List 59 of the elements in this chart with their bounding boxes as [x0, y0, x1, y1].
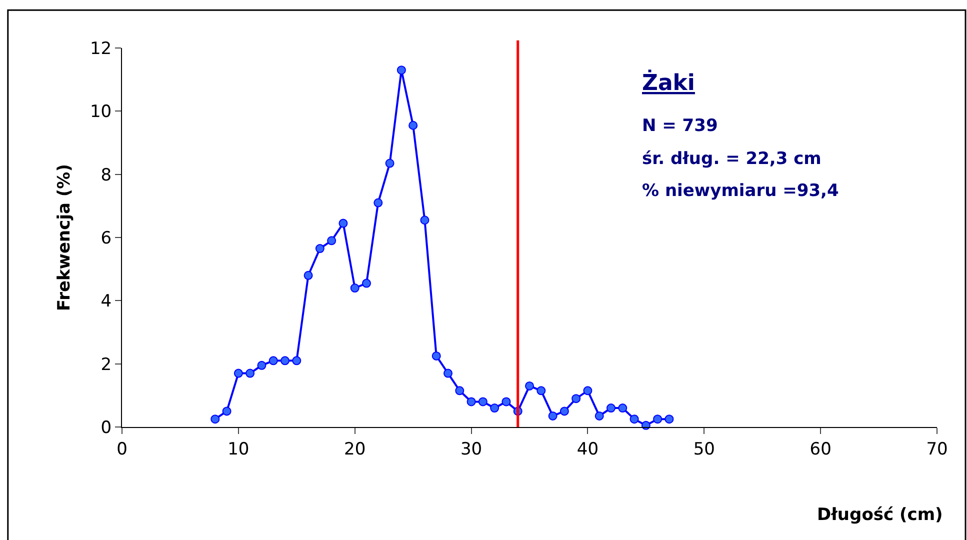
point: [478, 397, 488, 406]
x-tick-label: 0: [116, 439, 128, 460]
point: [572, 394, 581, 404]
point: [385, 158, 394, 168]
point: [664, 414, 674, 424]
point: [280, 356, 290, 366]
point: [630, 414, 639, 424]
x-tick-label: 60: [810, 439, 832, 460]
point: [420, 216, 430, 225]
y-tick-label: 2: [100, 354, 112, 375]
point: [362, 278, 371, 288]
point: [315, 244, 324, 254]
point: [292, 356, 302, 366]
point: [222, 406, 232, 416]
point: [466, 397, 476, 406]
x-tick-label: 20: [344, 439, 366, 460]
point: [618, 404, 628, 413]
point: [548, 411, 558, 420]
annotation: Żaki: [642, 69, 695, 96]
point: [350, 284, 360, 293]
point: [432, 351, 441, 360]
point: [304, 270, 313, 280]
x-tick-label: 50: [693, 439, 715, 460]
annotation: N = 739: [642, 116, 718, 136]
x-tick-label: 70: [926, 439, 948, 460]
y-tick-label: 4: [100, 292, 112, 312]
point: [234, 368, 243, 378]
y-tick-label: 10: [90, 102, 112, 122]
annotation: % niewymiaru =93,4: [642, 181, 839, 201]
point: [490, 404, 500, 413]
point: [268, 356, 278, 366]
point: [327, 236, 336, 246]
x-tick-label: 10: [228, 439, 250, 460]
point: [257, 360, 266, 370]
y-tick-label: 12: [90, 38, 112, 59]
point: [560, 406, 569, 416]
x-axis-title: Długość (cm): [817, 505, 943, 525]
point: [210, 414, 220, 424]
point: [525, 381, 534, 390]
y-tick-label: 0: [100, 418, 112, 438]
point: [455, 386, 464, 396]
point: [246, 368, 255, 378]
point: [396, 66, 406, 75]
point: [502, 397, 511, 406]
point: [536, 386, 546, 396]
annotation: śr. dług. = 22,3 cm: [642, 149, 822, 169]
point: [653, 414, 662, 424]
x-tick-label: 40: [576, 439, 599, 460]
point: [374, 198, 383, 208]
point: [408, 120, 418, 130]
point: [583, 386, 592, 396]
x-tick-label: 30: [460, 439, 482, 460]
y-tick-label: 8: [100, 165, 112, 186]
point: [594, 411, 604, 420]
point: [444, 368, 452, 378]
y-axis-title: Frekwencja (%): [54, 164, 75, 311]
point: [606, 404, 616, 413]
point: [338, 218, 348, 228]
y-tick-label: 6: [100, 228, 112, 248]
